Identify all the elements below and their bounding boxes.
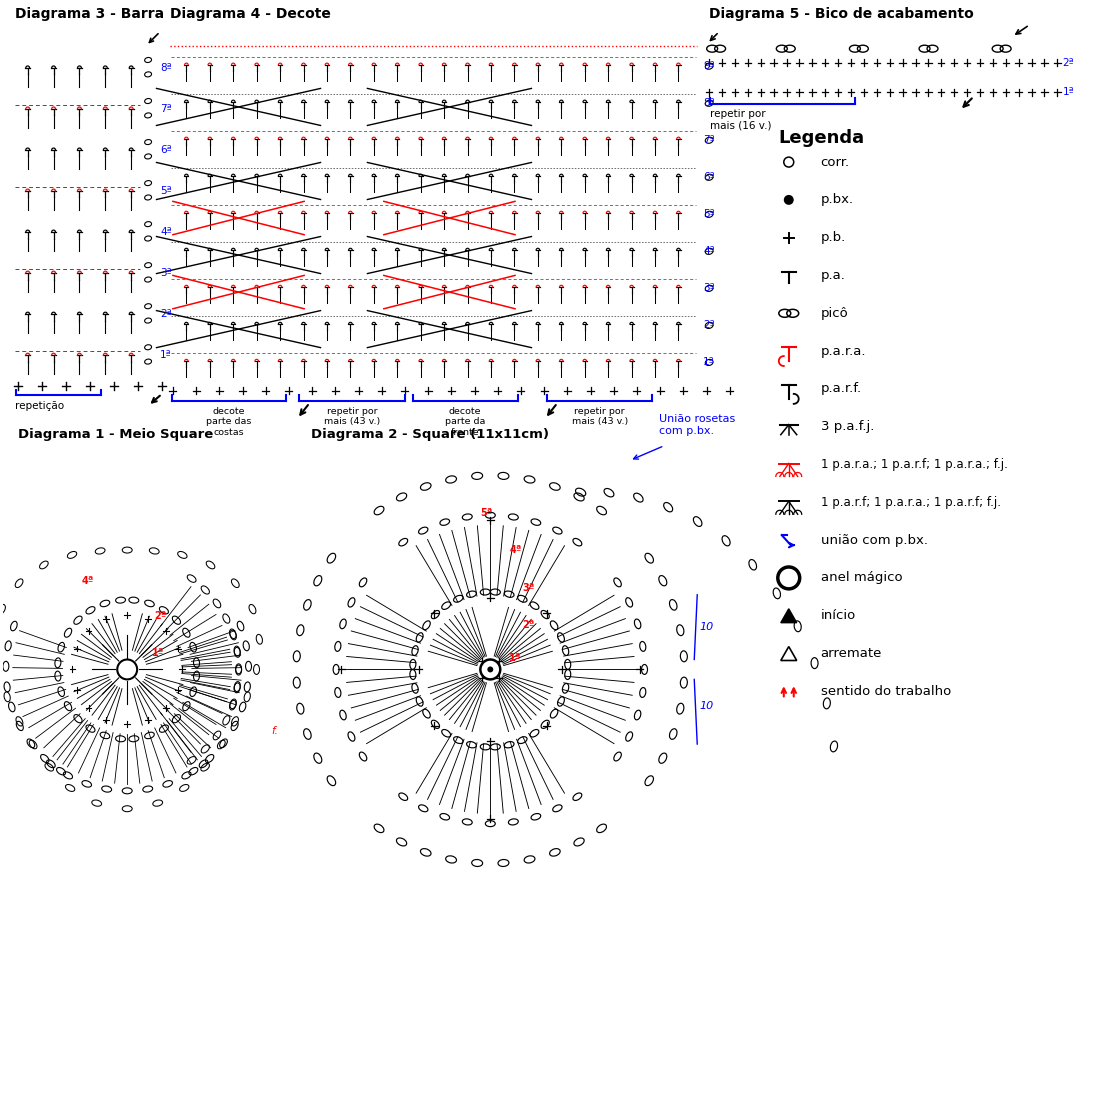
Text: p.a.r.a.: p.a.r.a. [821,344,866,358]
Circle shape [487,667,493,672]
Text: 8ª: 8ª [703,98,715,108]
Text: Diagrama 4 - Decote: Diagrama 4 - Decote [170,7,331,21]
Polygon shape [781,608,796,623]
Text: p.a.: p.a. [821,270,846,282]
Text: picô: picô [821,307,848,320]
Text: 3ª: 3ª [160,268,172,278]
Text: 1ª: 1ª [509,652,521,662]
Text: p.bx.: p.bx. [821,194,854,207]
Text: repetição: repetição [14,400,64,410]
Text: 1ª: 1ª [153,649,165,659]
Text: 6ª: 6ª [160,145,172,155]
Text: anel mágico: anel mágico [821,571,902,584]
Text: 2ª: 2ª [1063,57,1074,67]
Text: 2ª: 2ª [522,620,535,630]
Text: 4ª: 4ª [509,544,521,554]
Text: f.: f. [272,726,278,736]
Text: Legenda: Legenda [779,129,865,147]
Text: 2ª: 2ª [154,612,166,621]
Text: corr.: corr. [821,155,849,168]
Text: repetir por
mais (43 v.): repetir por mais (43 v.) [323,407,379,426]
Text: decote
parte da
frente: decote parte da frente [446,407,485,437]
Text: 2ª: 2ª [160,309,172,319]
Text: arremate: arremate [821,647,882,660]
Text: 3ª: 3ª [703,284,715,294]
Text: Diagrama 2 - Square (11x11cm): Diagrama 2 - Square (11x11cm) [311,428,549,441]
Text: decote
parte das
costas: decote parte das costas [207,407,252,437]
Text: 1ª: 1ª [1063,88,1074,98]
Circle shape [784,195,794,205]
Text: p.a.r.f.: p.a.r.f. [821,383,861,395]
Text: 5ª: 5ª [160,186,172,196]
Text: União rosetas
com p.bx.: União rosetas com p.bx. [659,414,736,436]
Text: 1 p.a.r.f; 1 p.a.r.a.; 1 p.a.r.f; f.j.: 1 p.a.r.f; 1 p.a.r.a.; 1 p.a.r.f; f.j. [821,496,1001,509]
Text: p.b.: p.b. [821,231,846,244]
Text: início: início [821,609,856,623]
Text: 4ª: 4ª [82,575,95,586]
Text: 10: 10 [700,701,714,712]
Text: 3 p.a.f.j.: 3 p.a.f.j. [821,420,875,433]
Text: união com p.bx.: união com p.bx. [821,534,927,547]
Text: Diagrama 3 - Barra: Diagrama 3 - Barra [14,7,164,21]
Text: 1ª: 1ª [703,358,715,367]
Text: sentido do trabalho: sentido do trabalho [821,685,950,697]
Text: 9ª: 9ª [703,62,715,72]
Text: 7ª: 7ª [160,104,172,114]
Text: Diagrama 5 - Bico de acabamento: Diagrama 5 - Bico de acabamento [710,7,974,21]
Text: 1ª: 1ª [160,351,172,361]
Text: 3ª: 3ª [522,583,535,593]
Text: 5ª: 5ª [703,209,715,219]
Text: repetir por
mais (43 v.): repetir por mais (43 v.) [572,407,628,426]
Text: 2ª: 2ª [703,320,715,330]
Text: repetir por
mais (16 v.): repetir por mais (16 v.) [711,109,772,131]
Text: 4ª: 4ª [160,228,172,238]
Text: 6ª: 6ª [703,173,715,183]
Text: 10: 10 [700,621,714,631]
Text: 1 p.a.r.a.; 1 p.a.r.f; 1 p.a.r.a.; f.j.: 1 p.a.r.a.; 1 p.a.r.f; 1 p.a.r.a.; f.j. [821,458,1008,471]
Text: 7ª: 7ª [703,135,715,145]
Text: 4ª: 4ª [703,246,715,256]
Text: 8ª: 8ª [160,63,172,74]
Text: 5ª: 5ª [481,507,493,518]
Text: Diagrama 1 - Meio Square: Diagrama 1 - Meio Square [18,428,213,441]
